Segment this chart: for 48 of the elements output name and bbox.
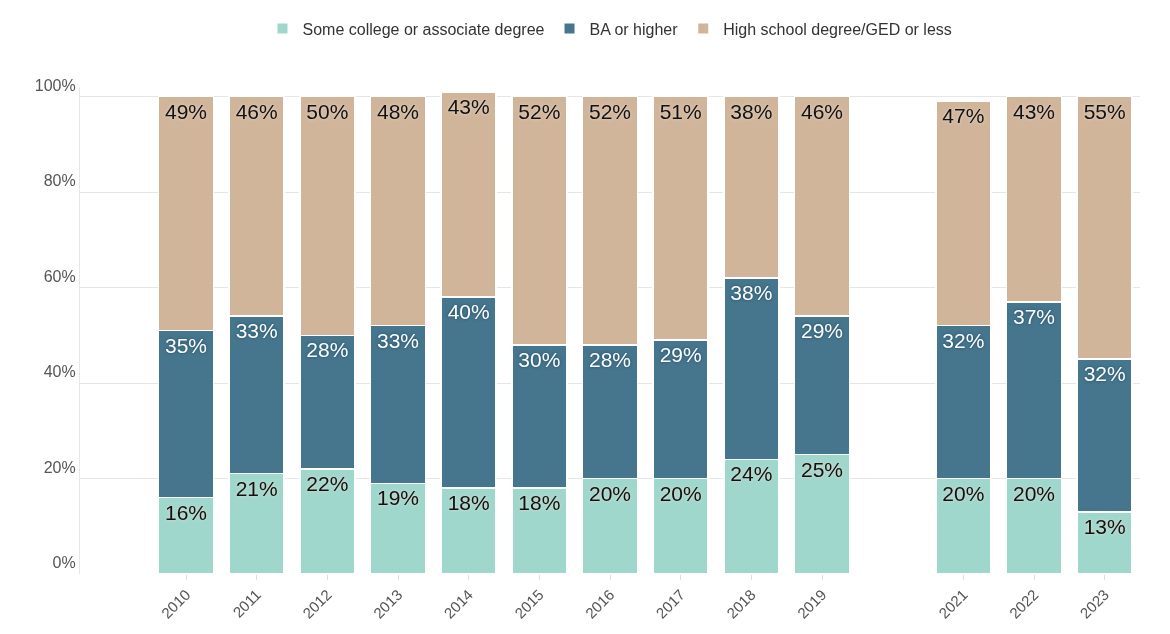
data-label: 18% <box>447 491 490 515</box>
data-label: 52% <box>518 99 561 123</box>
y-tick-label: 100% <box>34 76 76 94</box>
data-label: 19% <box>376 486 420 510</box>
legend-label: Some college or associate degree <box>302 20 545 38</box>
data-label: 38% <box>730 99 773 123</box>
data-label: 32% <box>1083 362 1126 386</box>
y-tick-label: 0% <box>52 554 76 572</box>
y-tick-label: 60% <box>43 267 76 285</box>
data-label: 20% <box>1012 481 1056 505</box>
data-label: 13% <box>1083 514 1126 538</box>
y-tick-label: 20% <box>43 458 76 476</box>
data-label: 20% <box>942 481 985 505</box>
data-label: 38% <box>730 280 773 304</box>
legend-label: High school degree/GED or less <box>723 20 952 38</box>
data-label: 32% <box>942 328 985 352</box>
data-label: 28% <box>306 338 349 362</box>
data-label: 46% <box>235 99 278 123</box>
data-label: 50% <box>306 99 349 123</box>
data-label: 43% <box>1012 99 1056 123</box>
data-label: 29% <box>659 343 702 367</box>
data-label: 40% <box>447 300 490 324</box>
data-label: 25% <box>800 457 844 481</box>
data-label: 29% <box>800 319 844 343</box>
data-label: 21% <box>235 476 278 500</box>
data-label: 46% <box>800 99 844 123</box>
data-label: 20% <box>659 481 702 505</box>
data-label: 51% <box>659 99 702 123</box>
data-label: 16% <box>164 500 208 524</box>
data-label: 33% <box>235 319 278 343</box>
data-label: 49% <box>164 99 208 123</box>
data-label: 18% <box>518 491 561 515</box>
data-label: 47% <box>942 104 985 128</box>
data-label: 37% <box>1012 304 1056 328</box>
data-label: 20% <box>588 481 632 505</box>
legend-label: BA or higher <box>589 20 679 38</box>
data-label: 22% <box>306 471 349 495</box>
data-label: 52% <box>588 99 632 123</box>
y-tick-label: 40% <box>43 363 76 381</box>
data-label: 30% <box>518 347 561 371</box>
data-label: 55% <box>1083 99 1126 123</box>
y-tick-label: 80% <box>43 172 76 190</box>
data-label: 28% <box>588 347 632 371</box>
data-label: 24% <box>730 462 773 486</box>
data-label: 43% <box>447 94 490 118</box>
data-label: 33% <box>376 328 420 352</box>
data-label: 48% <box>376 99 420 123</box>
data-label: 35% <box>164 333 208 357</box>
